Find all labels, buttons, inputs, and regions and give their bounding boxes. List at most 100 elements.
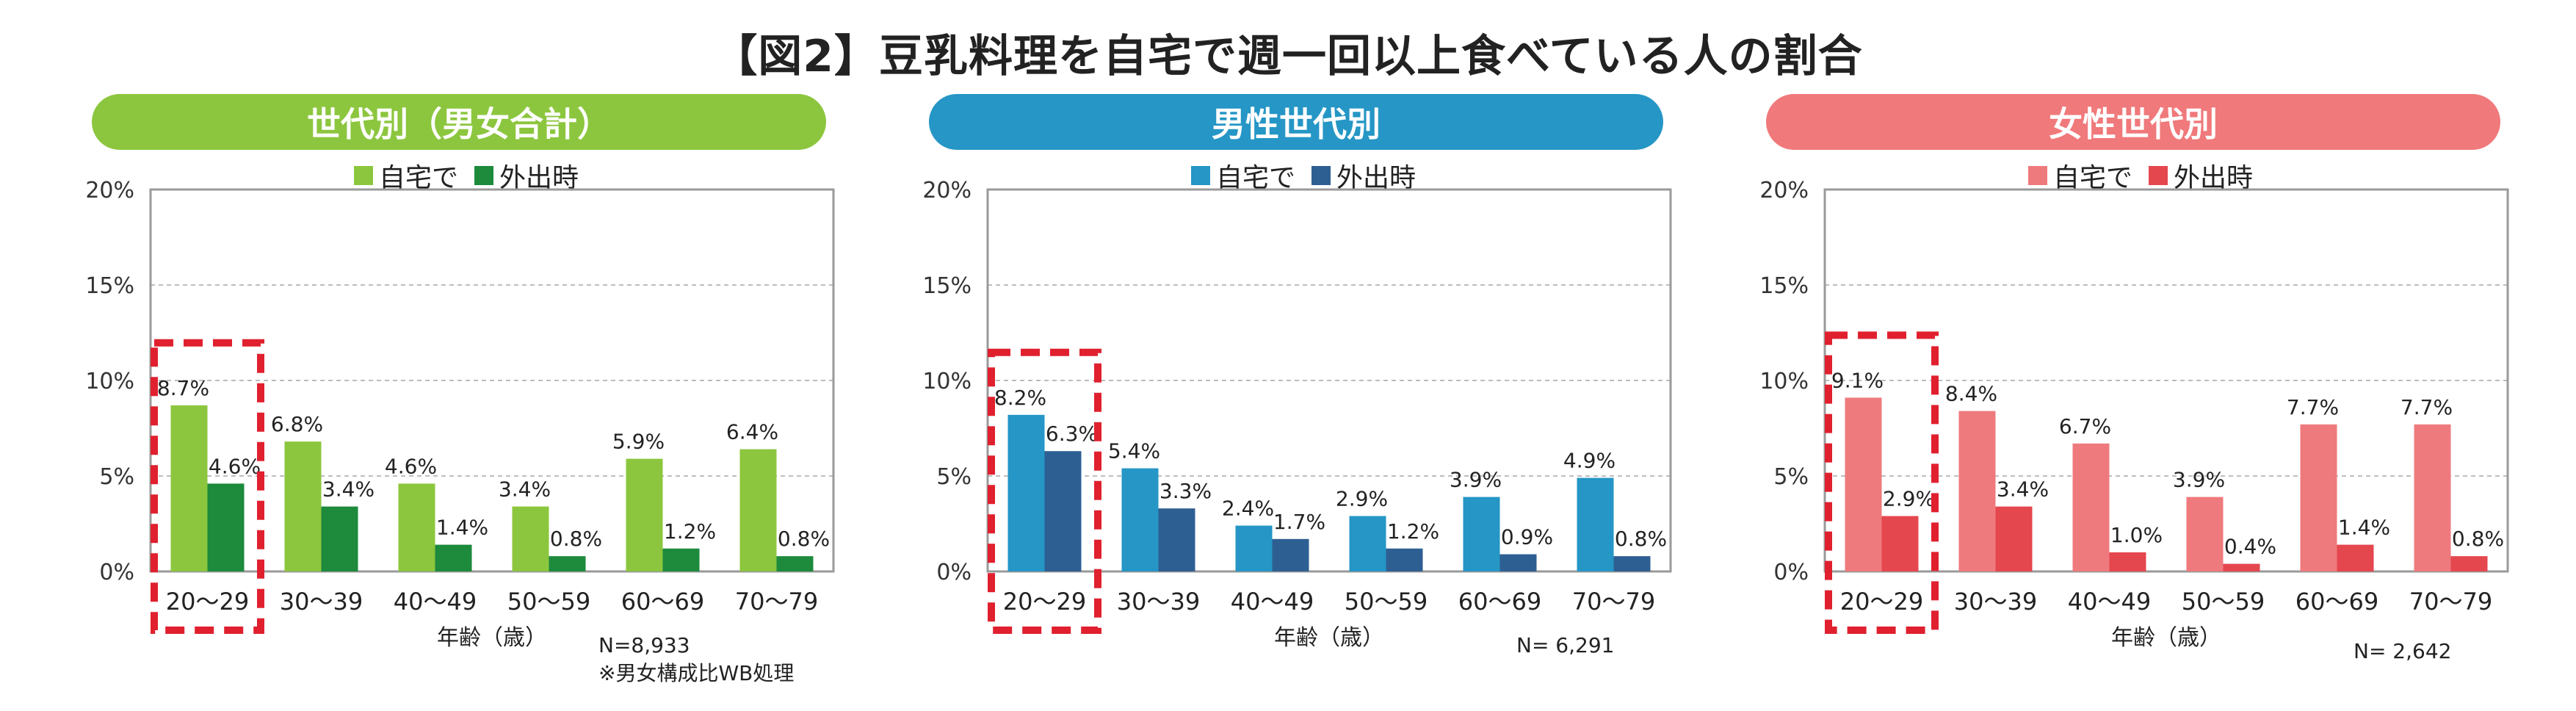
data-label: 8.4%	[1945, 382, 1997, 406]
bar-chart: 0% 5% 10% 15% 20% 9.1% 2.9% 20～29 8.4% 3.4% 30～39 6…	[1759, 178, 2509, 663]
data-label: 4.6%	[385, 454, 437, 478]
x-tick-label: 30～39	[280, 588, 363, 616]
legend-swatch	[1311, 166, 1331, 185]
data-label: 1.7%	[1273, 510, 1325, 534]
y-tick-label: 10%	[1759, 369, 1809, 394]
x-tick-label: 40～49	[2068, 588, 2151, 616]
y-tick-label: 5%	[1773, 464, 1809, 490]
data-label: 1.2%	[1387, 519, 1439, 544]
legend-swatch	[2027, 166, 2047, 185]
bar	[2337, 544, 2374, 571]
bar	[1386, 548, 1423, 571]
y-tick-label: 5%	[99, 464, 134, 490]
y-tick-label: 5%	[936, 464, 972, 490]
data-label: 2.9%	[1336, 487, 1388, 511]
x-tick-label: 70～79	[2409, 588, 2492, 616]
data-label: 8.2%	[994, 386, 1046, 410]
bar	[1995, 506, 2033, 571]
panel-header: 世代別（男女合計）	[92, 94, 826, 150]
legend-swatch	[474, 166, 493, 185]
bar	[2414, 424, 2451, 571]
bar	[1577, 477, 1614, 571]
x-tick-label: 40～49	[1231, 588, 1314, 616]
bar	[1272, 538, 1309, 571]
legend-label: 外出時	[2174, 163, 2254, 193]
chart-panel-male: 男性世代別 自宅で 外出時 0% 5% 10% 15% 20% 8.2% 6.3% 20～29 5.4…	[907, 94, 1700, 696]
x-tick-label: 50～59	[507, 588, 590, 616]
bar	[2109, 552, 2146, 571]
y-tick-label: 20%	[922, 178, 972, 203]
chart-legend: 自宅で 外出時	[1744, 157, 2537, 194]
chart-legend: 自宅で 外出時	[907, 157, 1700, 194]
legend-label: 自宅で	[1215, 163, 1295, 193]
highlight-box	[988, 348, 1101, 634]
data-label: 1.4%	[2338, 516, 2390, 540]
y-tick-label: 0%	[936, 560, 972, 585]
sample-size-note: ※男女構成比WB処理	[598, 661, 794, 685]
legend-item: 外出時	[1311, 156, 1416, 195]
x-tick-label: 20～29	[166, 588, 249, 616]
legend-item: 外出時	[474, 156, 579, 195]
data-label: 3.4%	[499, 477, 551, 502]
x-tick-label: 60～69	[1458, 588, 1541, 616]
bar	[662, 548, 700, 571]
bar	[398, 483, 435, 571]
data-label: 4.9%	[1563, 449, 1616, 473]
data-label: 0.8%	[2452, 527, 2504, 551]
data-label: 5.4%	[1108, 439, 1160, 463]
data-label: 1.0%	[2110, 523, 2163, 547]
bar-chart: 0% 5% 10% 15% 20% 8.2%6.3% 20～29 5.4% 3.3% 30～39 2…	[922, 178, 1672, 657]
x-tick-label: 50～59	[2182, 588, 2265, 616]
bar	[626, 458, 663, 571]
highlight-box	[151, 339, 264, 634]
bar	[435, 544, 472, 571]
data-label: 0.4%	[2224, 535, 2276, 559]
data-label: 0.8%	[778, 527, 830, 551]
legend-item: 自宅で	[2027, 156, 2132, 195]
data-label: 3.4%	[1997, 477, 2049, 502]
legend-label: 外出時	[1336, 163, 1417, 193]
bar	[1121, 468, 1159, 571]
sample-size-note: N= 6,291	[1516, 633, 1614, 657]
bar	[2223, 563, 2260, 571]
bar	[1845, 397, 1882, 571]
bar	[1881, 516, 1919, 571]
x-tick-label: 20～29	[1003, 588, 1086, 616]
data-label: 7.7%	[2287, 395, 2339, 419]
sample-size-note: N=8,933	[598, 633, 690, 657]
data-label: 0.8%	[550, 527, 602, 551]
data-label: 2.4%	[1222, 497, 1274, 521]
plot-frame	[1823, 188, 2509, 573]
x-tick-label: 50～59	[1345, 588, 1428, 616]
bar	[1463, 497, 1500, 571]
data-label: 3.9%	[1450, 468, 1502, 492]
legend-item: 自宅で	[1190, 156, 1295, 195]
legend-swatch	[353, 166, 373, 185]
y-tick-label: 10%	[922, 369, 972, 394]
bar	[2072, 443, 2110, 571]
data-label: 0.9%	[1501, 525, 1553, 549]
data-label: 0.8%	[1615, 527, 1667, 551]
y-tick-label: 20%	[85, 178, 134, 203]
data-label: 3.3%	[1159, 479, 1212, 503]
bar	[284, 441, 322, 571]
x-tick-label: 30～39	[1954, 588, 2037, 616]
legend-swatch	[1190, 166, 1210, 185]
bar	[1499, 554, 1537, 571]
data-label: 9.1%	[1831, 368, 1884, 392]
bar	[1958, 411, 1996, 571]
sample-size-note: N= 2,642	[2354, 639, 2451, 663]
y-tick-label: 15%	[1759, 273, 1809, 299]
bar	[170, 405, 208, 571]
bar	[1235, 525, 1273, 571]
data-label: 3.9%	[2173, 468, 2225, 492]
bar	[1007, 414, 1045, 571]
data-label: 5.9%	[612, 430, 665, 454]
bar	[512, 506, 549, 571]
x-axis-label: 年齢（歳）	[2111, 625, 2221, 651]
bar	[549, 556, 586, 571]
data-label: 1.2%	[664, 519, 716, 544]
data-label: 6.4%	[726, 420, 778, 444]
bar	[2450, 556, 2488, 571]
x-tick-label: 70～79	[1572, 588, 1655, 616]
